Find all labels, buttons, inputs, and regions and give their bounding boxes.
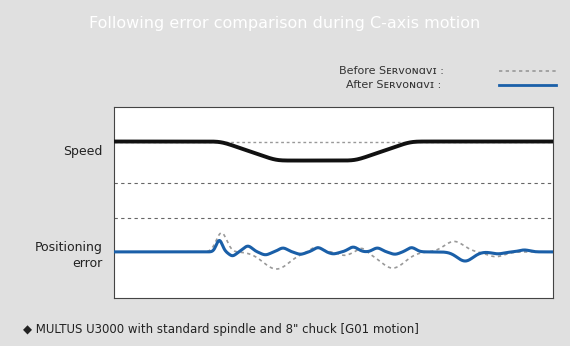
Text: Following error comparison during C-axis motion: Following error comparison during C-axis… xyxy=(89,16,481,31)
Text: Before Sᴇʀᴠᴏɴɑᴠɪ :: Before Sᴇʀᴠᴏɴɑᴠɪ : xyxy=(339,66,444,76)
Text: After Sᴇʀᴠᴏɴɑᴠɪ :: After Sᴇʀᴠᴏɴɑᴠɪ : xyxy=(346,80,441,90)
Point xyxy=(552,83,559,87)
Point xyxy=(495,69,502,73)
Point xyxy=(552,69,559,73)
Text: Speed: Speed xyxy=(63,145,103,157)
Text: ◆ MULTUS U3000 with standard spindle and 8" chuck [G01 motion]: ◆ MULTUS U3000 with standard spindle and… xyxy=(23,323,419,336)
Point xyxy=(495,83,502,87)
Text: Positioning
error: Positioning error xyxy=(35,241,103,270)
